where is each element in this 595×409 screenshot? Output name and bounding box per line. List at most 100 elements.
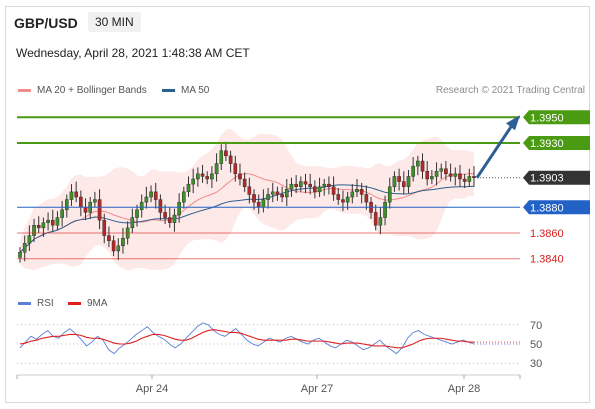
candle-body bbox=[191, 178, 195, 185]
candle-body bbox=[158, 199, 163, 213]
candle-body bbox=[238, 173, 242, 180]
candle-body bbox=[317, 186, 322, 193]
current-price-label: 1.3903 bbox=[530, 173, 564, 185]
candle-body bbox=[425, 171, 429, 180]
support-label: 1.3840 bbox=[530, 254, 564, 266]
candle-body bbox=[196, 173, 200, 180]
candle-body bbox=[186, 183, 191, 193]
candle-body bbox=[210, 173, 214, 180]
candle-body bbox=[50, 219, 55, 226]
research-credit: Research © 2021 Trading Central bbox=[435, 85, 585, 96]
candle-body bbox=[406, 176, 411, 187]
candle-body bbox=[411, 165, 415, 177]
candle-body bbox=[116, 245, 121, 252]
candle-body bbox=[261, 199, 266, 208]
pivot-label: 1.3880 bbox=[530, 202, 564, 214]
candle-body bbox=[93, 199, 97, 203]
candle-body bbox=[416, 160, 420, 167]
candle-body bbox=[341, 199, 345, 203]
rsi-swatch bbox=[18, 302, 31, 305]
candle-body bbox=[182, 191, 186, 203]
candle-body bbox=[270, 191, 275, 195]
candle-body bbox=[74, 191, 78, 198]
ma20-line bbox=[19, 173, 475, 253]
x-tick-label: Apr 28 bbox=[448, 383, 480, 395]
candle-body bbox=[27, 235, 32, 244]
x-tick-label: Apr 27 bbox=[301, 383, 333, 395]
candle-body bbox=[387, 186, 392, 203]
candle-body bbox=[322, 183, 327, 187]
rsi-tick-label: 50 bbox=[530, 339, 542, 351]
legend-rsi-label: RSI bbox=[37, 298, 54, 309]
candle-body bbox=[439, 168, 444, 172]
candle-body bbox=[219, 150, 224, 164]
candle-body bbox=[135, 209, 139, 218]
candle-body bbox=[313, 186, 317, 193]
candle-body bbox=[327, 183, 331, 187]
legend-ma50-label: MA 50 bbox=[181, 85, 210, 96]
candle-body bbox=[36, 225, 41, 229]
candle-body bbox=[233, 163, 238, 175]
candle-body bbox=[97, 199, 102, 221]
candle-body bbox=[294, 183, 298, 187]
legend-9ma: 9MA bbox=[68, 298, 108, 309]
resistance-tag bbox=[523, 110, 590, 125]
support-label: 1.3860 bbox=[530, 228, 564, 240]
candle-body bbox=[60, 209, 64, 218]
candle-body bbox=[444, 168, 448, 175]
candle-body bbox=[355, 189, 359, 193]
candle-body bbox=[107, 235, 111, 241]
projection-arrow-head bbox=[506, 115, 520, 131]
candle-body bbox=[22, 243, 27, 253]
candle-body bbox=[303, 181, 308, 185]
candle-body bbox=[69, 191, 74, 200]
candle-body bbox=[289, 183, 294, 190]
resistance-label: 1.3930 bbox=[530, 138, 564, 150]
candle-body bbox=[266, 194, 270, 200]
candle-body bbox=[397, 176, 401, 182]
candle-body bbox=[401, 181, 406, 187]
candle-body bbox=[252, 194, 256, 203]
candle-body bbox=[79, 196, 83, 208]
timeframe-badge[interactable]: 30 MIN bbox=[88, 12, 141, 32]
candle-body bbox=[247, 186, 252, 195]
candle-body bbox=[242, 178, 247, 187]
candle-body bbox=[224, 150, 228, 157]
candle-body bbox=[331, 186, 336, 195]
candle-body bbox=[275, 191, 280, 195]
current-price-tag bbox=[523, 170, 590, 185]
legend-9ma-label: 9MA bbox=[87, 298, 108, 309]
legend-ma20: MA 20 + Bollinger Bands bbox=[18, 85, 147, 96]
candle-body bbox=[336, 194, 341, 200]
rsi-tick-label: 70 bbox=[530, 320, 542, 332]
candle-body bbox=[214, 163, 219, 175]
candle-body bbox=[121, 237, 125, 247]
candle-body bbox=[430, 176, 434, 180]
candle-body bbox=[130, 217, 135, 229]
resistance-tag bbox=[523, 136, 590, 150]
candle-body bbox=[448, 173, 453, 177]
ma9-swatch bbox=[68, 302, 81, 305]
candle-body bbox=[205, 176, 210, 180]
rsi-tick-label: 30 bbox=[530, 358, 542, 370]
candle-body bbox=[453, 173, 458, 177]
candle-body bbox=[378, 217, 383, 226]
candle-body bbox=[172, 214, 177, 223]
rsi-line bbox=[19, 322, 475, 355]
candle-body bbox=[139, 201, 144, 211]
candle-body bbox=[177, 201, 181, 216]
candle-body bbox=[299, 181, 303, 187]
legend-rsi: RSI bbox=[18, 298, 54, 309]
legend-ma20-label: MA 20 + Bollinger Bands bbox=[37, 85, 147, 96]
x-tick-label: Apr 24 bbox=[136, 383, 168, 395]
pivot-tag bbox=[523, 200, 590, 215]
candle-body bbox=[383, 201, 387, 218]
candle-body bbox=[472, 176, 476, 178]
candle-body bbox=[102, 219, 107, 236]
candle-body bbox=[46, 219, 50, 223]
candle-body bbox=[111, 240, 116, 252]
rsi-9ma-line bbox=[19, 329, 474, 349]
candle-body bbox=[32, 225, 36, 236]
timestamp: Wednesday, April 28, 2021 1:48:38 AM CET bbox=[16, 46, 250, 60]
candle-body bbox=[163, 212, 167, 218]
